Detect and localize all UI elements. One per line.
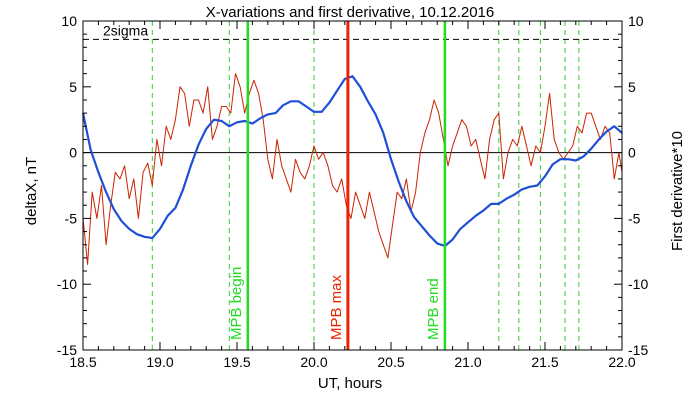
x-tick-label: 22.0 <box>608 354 635 370</box>
y-right-tick-label: -10 <box>628 276 648 292</box>
y-right-tick-label: -15 <box>628 342 648 358</box>
x-tick-label: 20.0 <box>300 354 327 370</box>
plot-background <box>83 21 622 350</box>
mpb-lines: MPB begin MPB max MPB end <box>228 21 447 350</box>
x-tick-label: 19.0 <box>146 354 173 370</box>
y-axis-ticks: 10 5 0 -5 -10 -15 10 5 0 -5 -10 -15 <box>57 13 649 358</box>
y-left-tick-label: -15 <box>57 342 77 358</box>
x-axis-ticks: 18.5 19.0 19.5 20.0 20.5 21.0 21.5 22.0 <box>69 21 636 370</box>
y-right-tick-label: -5 <box>628 210 641 226</box>
y-right-tick-label: 5 <box>628 79 636 95</box>
mpb-begin-label: MPB begin <box>228 267 245 340</box>
series-group <box>81 73 623 265</box>
y-left-tick-label: 10 <box>61 13 77 29</box>
x-tick-label: 19.5 <box>223 354 250 370</box>
plot-border <box>82 20 623 351</box>
chart-title: X-variations and first derivative, 10.12… <box>206 4 495 21</box>
y-right-tick-label: 10 <box>628 13 644 29</box>
threshold-group: 2sigma <box>83 22 622 40</box>
y-left-tick-label: -10 <box>57 276 77 292</box>
x-tick-label: 18.5 <box>69 354 96 370</box>
y-left-tick-label: 5 <box>69 79 77 95</box>
right-axis-label: First derivative*10 <box>669 131 686 251</box>
y-right-tick-label: 0 <box>628 145 636 161</box>
left-axis-label: deltaX, nT <box>23 157 40 225</box>
mpb-max-label: MPB max <box>328 274 345 340</box>
x-tick-label: 21.0 <box>454 354 481 370</box>
y-left-tick-label: -5 <box>65 210 78 226</box>
mpb-end-label: MPB end <box>425 278 442 340</box>
x-tick-label: 21.5 <box>531 354 558 370</box>
dashed-vertical-lines <box>151 21 580 350</box>
x-tick-label: 20.5 <box>377 354 404 370</box>
plot-area <box>83 21 622 350</box>
x-axis-label: UT, hours <box>318 375 382 392</box>
deltax-series-line <box>81 75 623 248</box>
derivative-series-line <box>82 73 623 265</box>
y-left-tick-label: 0 <box>69 145 77 161</box>
plot-frame <box>82 20 623 351</box>
threshold-label: 2sigma <box>103 22 148 38</box>
